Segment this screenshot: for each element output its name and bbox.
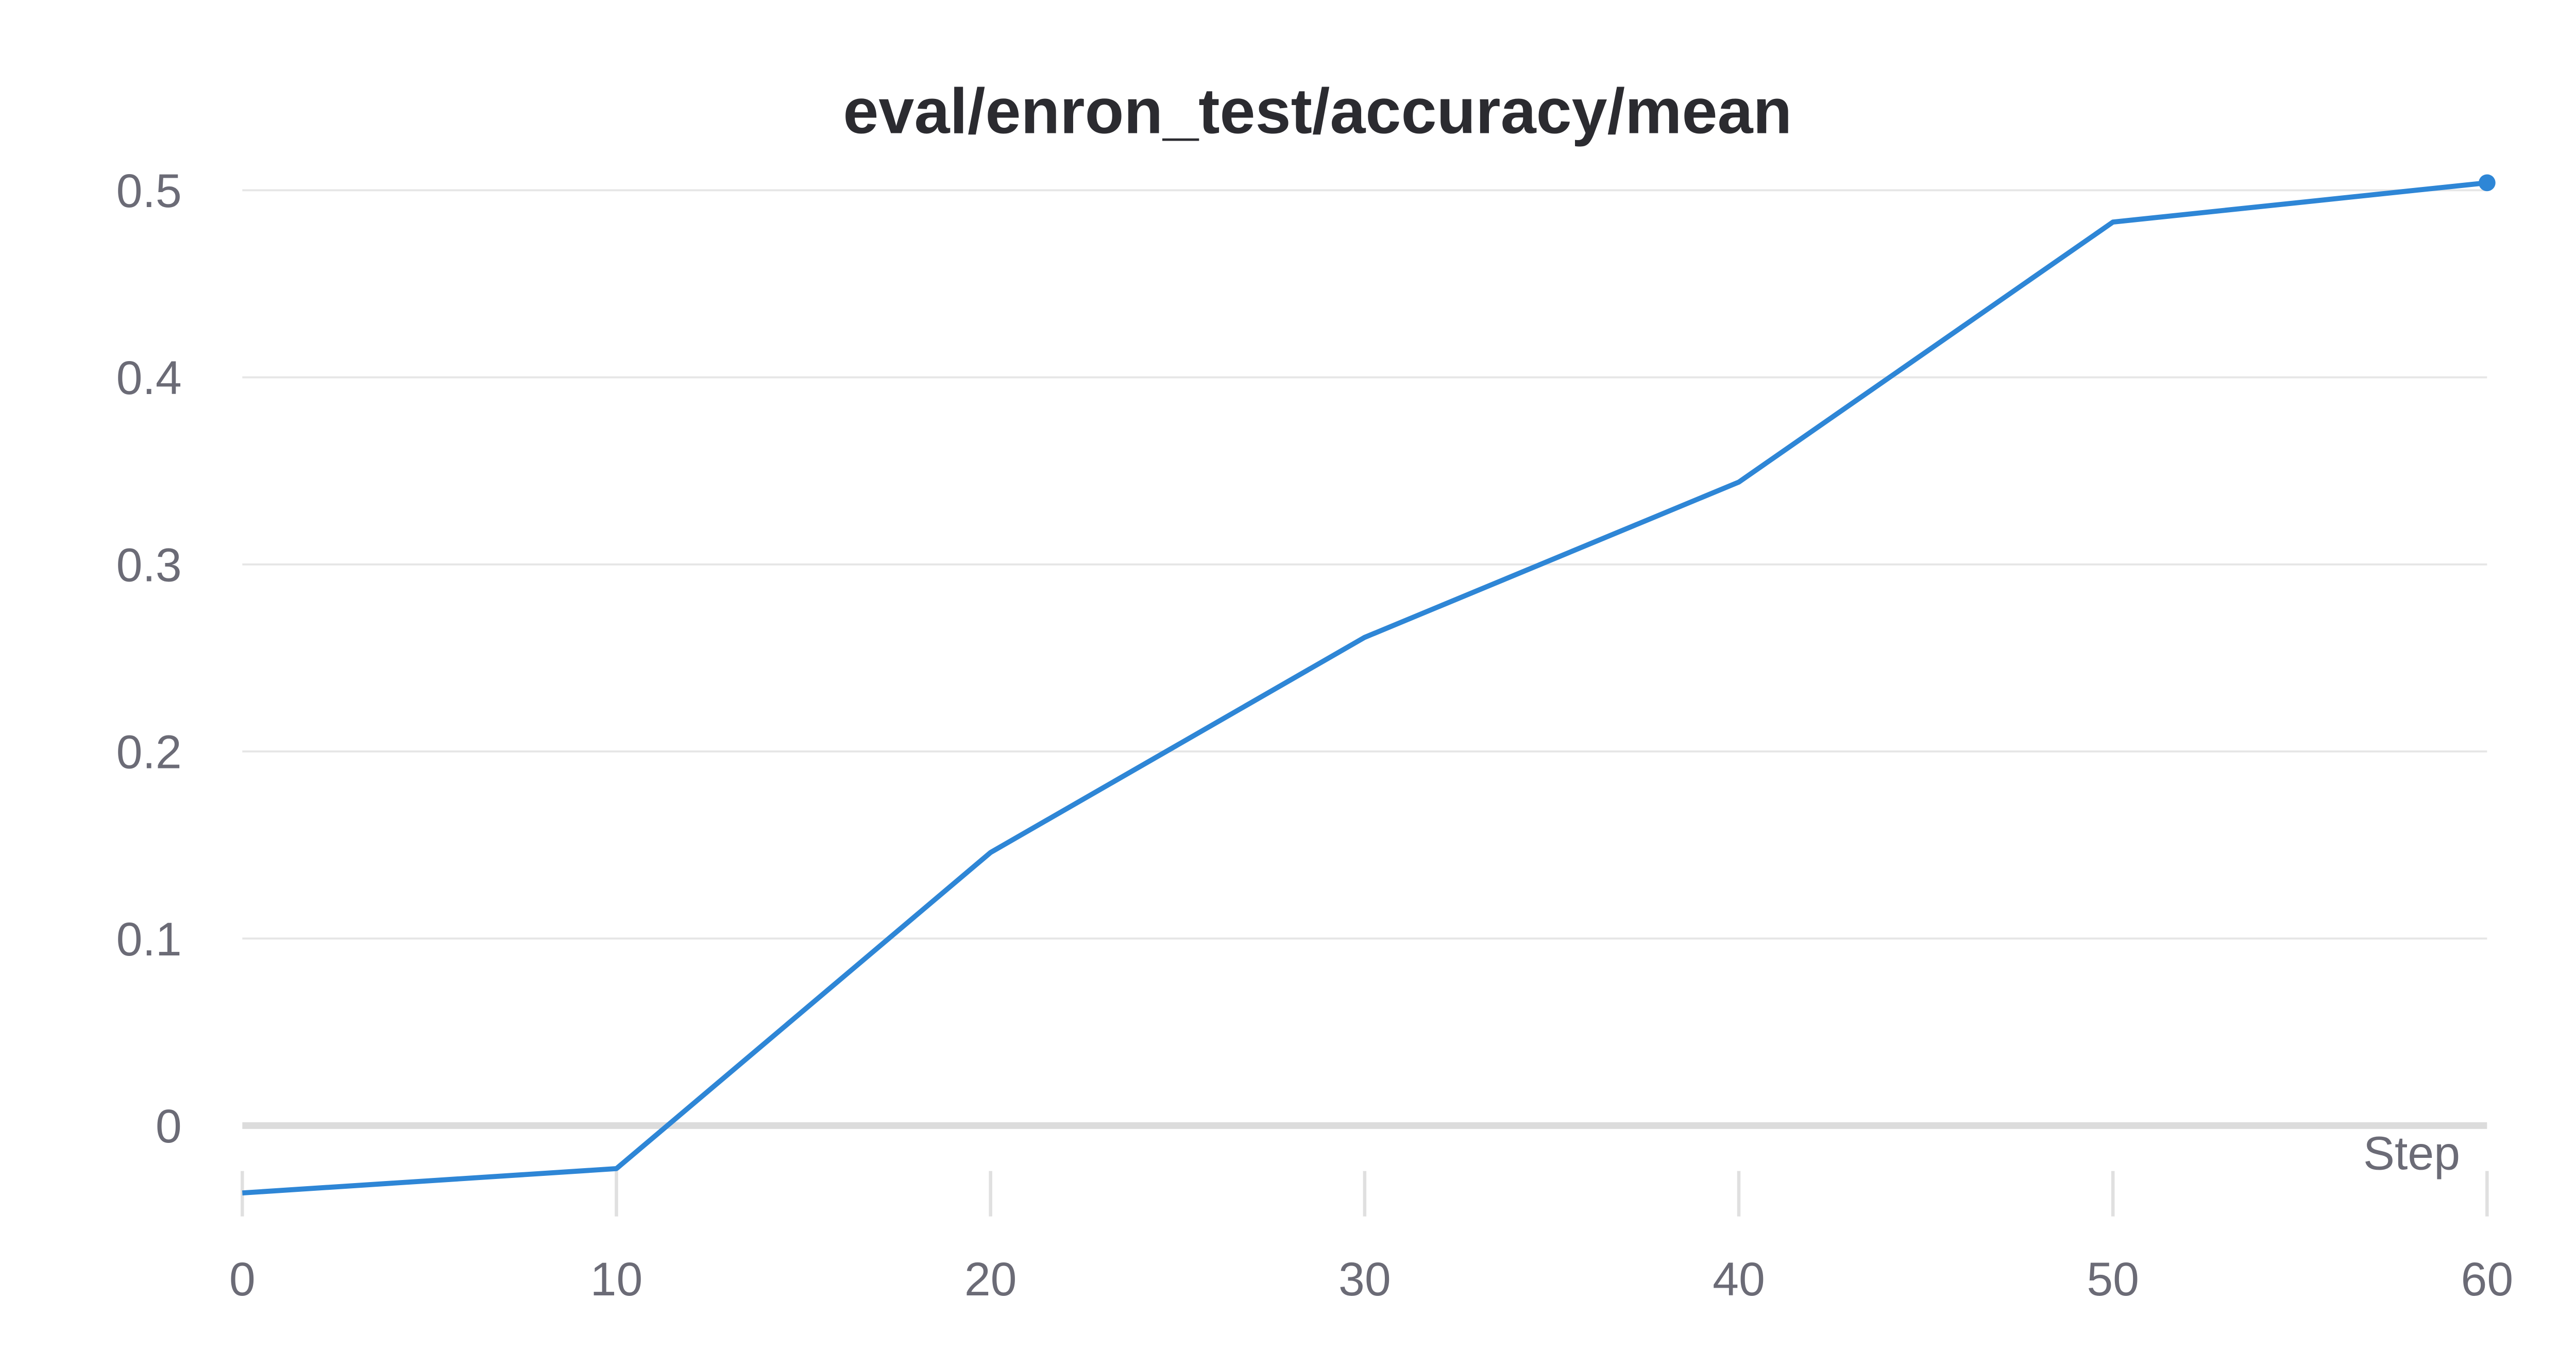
series-line (242, 180, 2487, 1196)
chart-title: eval/enron_test/accuracy/mean (843, 76, 1792, 147)
y-tick-label: 0.3 (116, 539, 182, 591)
y-tick-label: 0.2 (116, 726, 182, 779)
last-point-marker (2479, 174, 2496, 192)
x-tick-label: 50 (2087, 1253, 2139, 1306)
x-axis: 0 10 20 30 40 50 60 (229, 1171, 2513, 1306)
y-tick-label: 0.1 (116, 913, 182, 966)
y-tick-label: 0 (156, 1100, 182, 1153)
y-axis: 0 0.1 0.2 0.3 0.4 0.5 (116, 165, 182, 1153)
series-group (242, 174, 2496, 1196)
x-tick-label: 40 (1713, 1253, 1765, 1306)
x-tick-label: 0 (229, 1253, 256, 1306)
x-tick-label: 60 (2461, 1253, 2514, 1306)
y-tick-label: 0.5 (116, 165, 182, 217)
x-tick-label: 30 (1338, 1253, 1391, 1306)
y-tick-label: 0.4 (116, 352, 182, 404)
x-tick-label: 20 (964, 1253, 1017, 1306)
x-tick-label: 10 (590, 1253, 643, 1306)
x-axis-label: Step (2363, 1127, 2460, 1179)
grid-lines (242, 189, 2487, 1129)
